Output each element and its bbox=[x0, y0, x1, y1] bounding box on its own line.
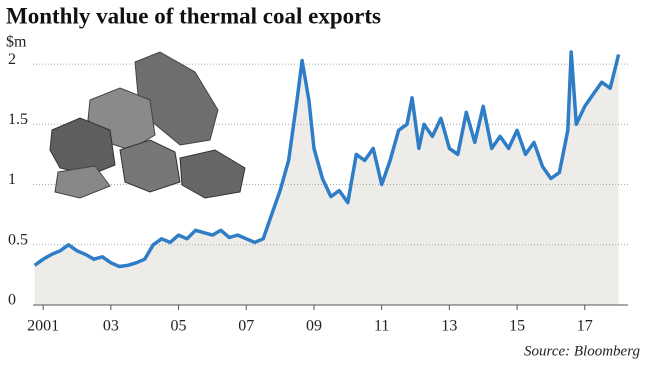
plot-area: 0 0.5 1 1.5 2 2001 03 05 07 09 11 13 15 17 bbox=[8, 50, 628, 335]
y-tick-label: 1 bbox=[8, 171, 16, 188]
x-tick-label: 05 bbox=[171, 318, 187, 335]
source: Source: Bloomberg bbox=[524, 343, 640, 359]
x-tick-label: 07 bbox=[238, 318, 254, 335]
x-tick-label: 09 bbox=[306, 318, 322, 335]
x-tick-label: 17 bbox=[577, 318, 593, 335]
y-axis-unit: $m bbox=[6, 34, 27, 51]
x-tick-label: 15 bbox=[509, 318, 525, 335]
y-tick-label: 0 bbox=[8, 292, 16, 309]
y-tick-label: 0.5 bbox=[8, 231, 28, 248]
x-tick-label: 03 bbox=[103, 318, 119, 335]
y-tick-label: 1.5 bbox=[8, 111, 28, 128]
area bbox=[34, 52, 619, 305]
x-tick-label: 2001 bbox=[27, 318, 59, 335]
y-tick-label: 2 bbox=[8, 51, 16, 68]
chart-title: Monthly value of thermal coal exports bbox=[6, 3, 381, 28]
x-tick-label: 11 bbox=[374, 318, 389, 335]
line bbox=[33, 50, 621, 269]
coal-image bbox=[49, 51, 246, 199]
x-tick-label: 13 bbox=[441, 318, 457, 335]
